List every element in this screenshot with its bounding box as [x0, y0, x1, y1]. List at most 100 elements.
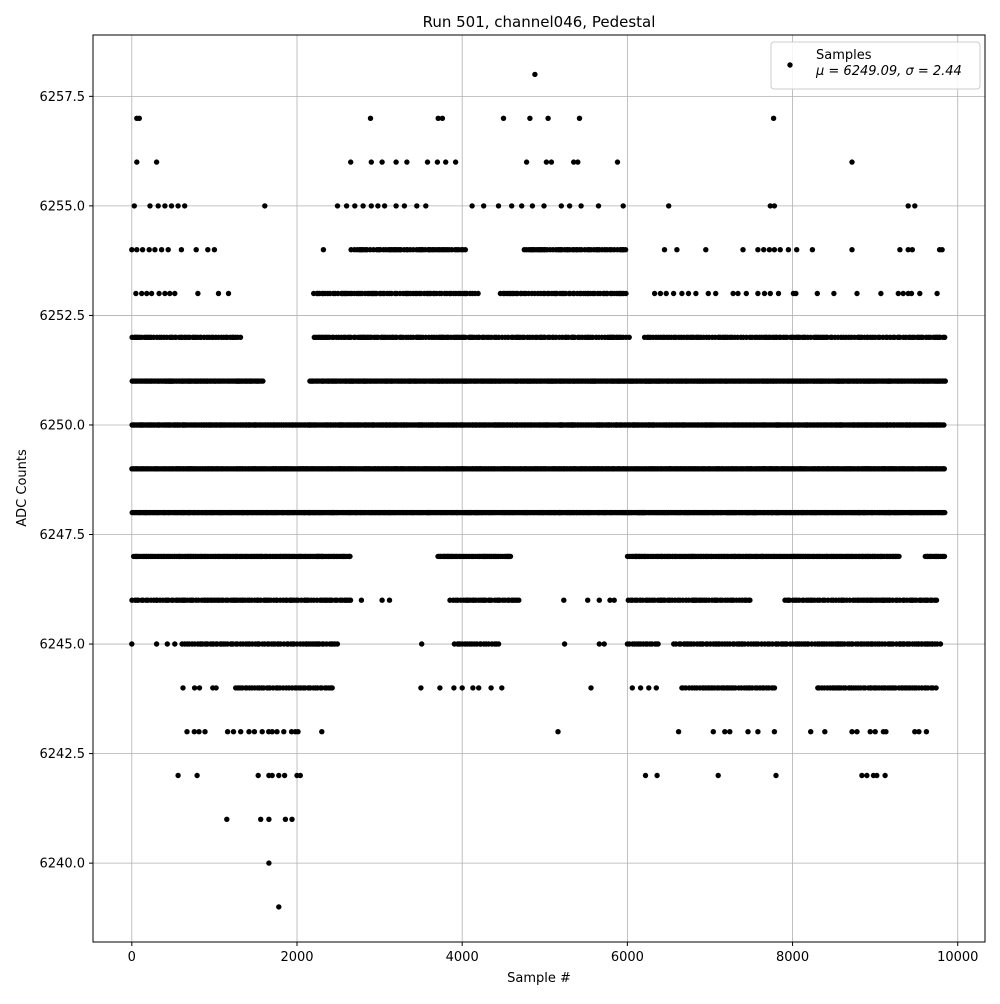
data-point: [901, 641, 907, 647]
data-point: [897, 641, 903, 647]
data-point: [835, 641, 841, 647]
data-point: [924, 641, 930, 647]
data-point: [343, 203, 350, 209]
data-point: [626, 334, 632, 340]
data-point: [360, 203, 366, 209]
data-point: [755, 247, 761, 253]
data-point: [507, 553, 514, 560]
data-point: [578, 203, 584, 209]
data-point: [939, 247, 945, 253]
data-point: [770, 115, 777, 122]
data-point: [933, 685, 939, 691]
data-point: [933, 597, 940, 603]
data-point: [561, 641, 568, 647]
data-point: [679, 290, 685, 297]
data-point: [854, 729, 860, 735]
data-point: [519, 203, 525, 209]
x-tick-label: 10000: [937, 950, 978, 965]
data-point: [777, 247, 783, 253]
data-point: [379, 159, 385, 165]
data-point: [418, 685, 424, 691]
data-point: [462, 247, 468, 253]
x-tick-label: 6000: [611, 950, 644, 965]
data-point: [424, 159, 431, 165]
data-point: [622, 247, 629, 253]
data-point: [923, 597, 930, 603]
data-point: [475, 290, 481, 297]
data-point: [909, 247, 915, 253]
data-point: [761, 247, 767, 253]
data-point: [156, 290, 162, 297]
data-point: [646, 685, 652, 691]
data-point: [459, 685, 465, 691]
data-point: [348, 159, 354, 165]
data-point: [155, 203, 161, 209]
data-point: [555, 729, 561, 735]
data-point: [895, 290, 901, 297]
data-point: [172, 290, 178, 297]
data-point: [576, 115, 583, 122]
data-point: [152, 247, 158, 253]
data-point: [147, 203, 153, 209]
data-point: [923, 729, 930, 735]
data-point: [809, 247, 816, 253]
data-point: [755, 290, 761, 297]
data-point: [165, 247, 171, 253]
data-point: [162, 290, 168, 297]
data-point: [367, 115, 374, 122]
data-point: [289, 816, 295, 822]
y-tick-label: 6242.5: [40, 747, 86, 762]
data-point: [434, 159, 441, 165]
data-point: [401, 203, 408, 209]
data-point: [148, 290, 155, 297]
data-point: [131, 203, 137, 209]
data-point: [670, 290, 677, 297]
x-axis-ticks: 0 2000 4000 6000 8000 10000: [128, 942, 978, 965]
data-point: [319, 729, 325, 735]
data-point: [139, 247, 146, 253]
data-point: [368, 159, 374, 165]
data-point: [276, 772, 282, 779]
data-point: [545, 115, 551, 122]
x-tick-label: 2000: [280, 950, 313, 965]
data-point: [180, 685, 186, 691]
data-point: [168, 203, 175, 209]
data-point: [548, 159, 555, 165]
data-point: [872, 729, 878, 735]
data-point: [654, 772, 660, 779]
x-tick-label: 0: [128, 950, 136, 965]
data-point: [785, 247, 792, 253]
data-point: [469, 203, 475, 209]
data-point: [912, 729, 918, 735]
data-point: [175, 203, 181, 209]
data-point: [623, 290, 629, 297]
data-point: [375, 203, 381, 209]
data-point: [908, 290, 915, 297]
data-point: [281, 772, 288, 779]
legend-marker: [787, 62, 793, 68]
data-point: [874, 597, 880, 603]
data-point: [905, 247, 911, 253]
data-point: [771, 685, 778, 691]
data-point: [657, 290, 664, 297]
data-point: [191, 729, 197, 735]
data-point: [423, 203, 429, 209]
data-point: [527, 115, 533, 122]
y-tick-label: 6250.0: [40, 418, 86, 433]
data-point: [585, 597, 591, 603]
data-point: [167, 290, 173, 297]
data-point: [934, 290, 940, 297]
data-point: [929, 641, 935, 647]
y-tick-label: 6240.0: [40, 857, 86, 872]
data-point: [404, 159, 410, 165]
data-point: [596, 641, 602, 647]
data-point: [334, 641, 341, 647]
data-point: [588, 685, 594, 691]
data-point: [500, 115, 507, 122]
data-point: [451, 685, 457, 691]
data-point: [129, 247, 135, 253]
data-point: [942, 378, 948, 384]
data-point: [136, 115, 142, 122]
data-point: [215, 290, 222, 297]
data-point: [195, 290, 201, 297]
